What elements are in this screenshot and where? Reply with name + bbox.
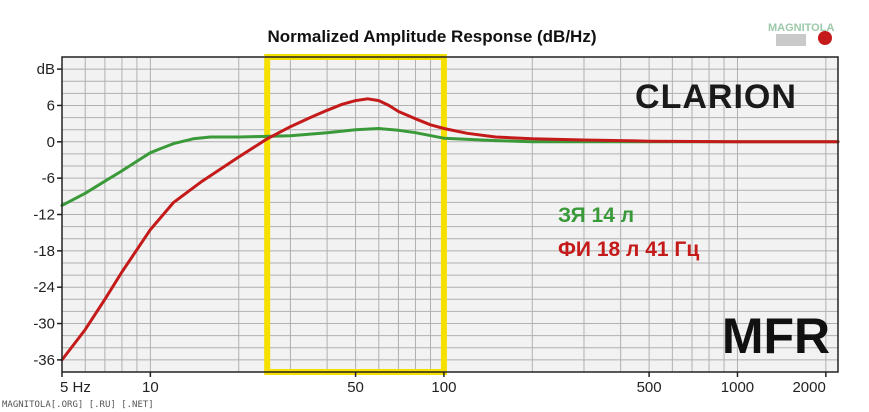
x-tick-label: 10	[142, 379, 159, 396]
x-tick-label: 50	[347, 379, 364, 396]
series-line-1	[60, 97, 840, 362]
y-tick-label: -18	[33, 243, 55, 260]
y-tick-label: -12	[33, 207, 55, 224]
y-tick-label: 6	[47, 97, 55, 114]
x-tick-label: 2000	[792, 379, 825, 396]
x-tick-label: 1000	[721, 379, 754, 396]
legend-series-closed-box: ЗЯ 14 л	[558, 204, 634, 227]
x-tick-label: 5 Hz	[60, 379, 91, 396]
x-tick-label: 500	[637, 379, 662, 396]
watermark-text: MAGNITOLA	[768, 22, 834, 34]
y-tick-label: -24	[33, 279, 55, 296]
legend-series-ported-box: ФИ 18 л 41 Гц	[558, 238, 699, 261]
y-tick-label: -6	[42, 170, 55, 187]
chart-title: Normalized Amplitude Response (dB/Hz)	[267, 27, 596, 46]
y-tick-label: -30	[33, 316, 55, 333]
mfr-label: MFR	[722, 308, 830, 364]
series-layer	[60, 97, 840, 362]
watermark-logo: MAGNITOLA	[768, 22, 834, 46]
axis-layer	[57, 56, 839, 377]
badge-icon	[818, 31, 832, 45]
series-line-0	[60, 127, 840, 207]
y-tick-label: dB	[37, 61, 55, 78]
car-icon	[776, 34, 806, 46]
x-tick-label: 100	[431, 379, 456, 396]
y-tick-label: 0	[47, 134, 55, 151]
tick-labels: dB 6 0 -6 -12 -18 -24 -30 -36 5 Hz 10 50 100 500 1000 2…	[33, 61, 826, 396]
footer-text: MAGNITOLA[.ORG] [.RU] [.NET]	[2, 400, 154, 410]
brand-label: CLARION	[635, 78, 797, 116]
y-tick-label: -36	[33, 352, 55, 369]
